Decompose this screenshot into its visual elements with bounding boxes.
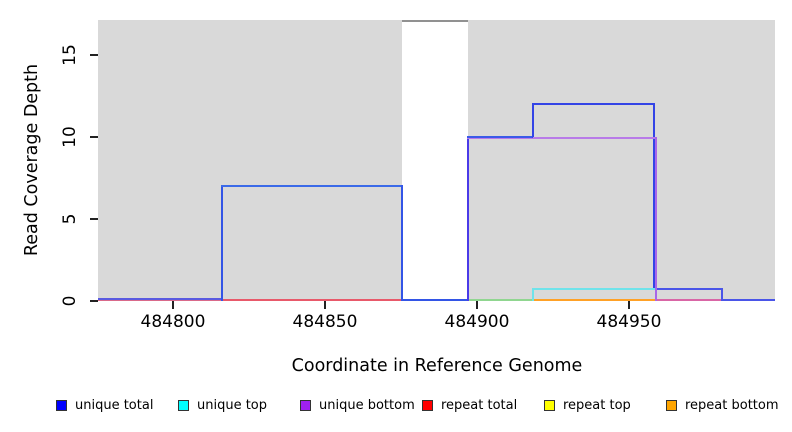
legend-item-unique-total: unique total — [56, 398, 178, 413]
plot-area — [98, 20, 775, 301]
legend-label: unique total — [75, 398, 154, 413]
y-tick-label: 15 — [60, 44, 80, 66]
y-tick-label: 5 — [60, 213, 80, 225]
line-unique-total-drop-2 — [721, 288, 723, 301]
x-tick-label: 484900 — [444, 312, 510, 332]
line-unique-total-level-2 — [655, 288, 722, 290]
x-tick-label: 484850 — [292, 312, 358, 332]
line-unique-total-rise-12 — [532, 103, 534, 138]
line-zero-blue-left — [98, 298, 222, 300]
y-tick-0 — [90, 300, 98, 302]
legend-label: unique bottom — [319, 398, 415, 413]
line-unique-top-rise-2 — [532, 288, 534, 301]
line-zero-red-fringe — [98, 300, 222, 301]
y-tick-5 — [90, 218, 98, 220]
repeat-bottom-swatch-icon — [666, 400, 677, 411]
x-tick-484800 — [172, 301, 174, 309]
gray-region-left — [98, 20, 402, 301]
legend-label: repeat top — [563, 398, 631, 413]
line-unique-total-level-12 — [532, 103, 655, 105]
legend-item-unique-top: unique top — [178, 398, 300, 413]
legend: unique total unique top unique bottom re… — [56, 398, 788, 413]
legend-label: unique top — [197, 398, 268, 413]
legend-item-unique-bottom: unique bottom — [300, 398, 422, 413]
y-axis-title: Read Coverage Depth — [22, 63, 42, 257]
line-repeat-total-zero — [222, 299, 402, 301]
line-unique-bottom-level-10 — [533, 137, 655, 139]
repeat-total-swatch-icon — [422, 400, 433, 411]
line-unique-bottom-under-10 — [467, 138, 533, 139]
line-unique-total-zero-right — [722, 299, 775, 301]
x-tick-484950 — [628, 301, 630, 309]
y-tick-label: 0 — [60, 295, 80, 307]
line-unique-total-level-10 — [467, 136, 533, 138]
legend-item-repeat-bottom: repeat bottom — [666, 398, 788, 413]
y-tick-10 — [90, 136, 98, 138]
legend-label: repeat total — [441, 398, 518, 413]
line-unique-total-rise-7 — [221, 185, 223, 301]
line-unique-total-level-7 — [221, 185, 402, 187]
unique-bottom-swatch-icon — [300, 400, 311, 411]
line-repeat-top-zero-blend — [468, 299, 533, 301]
legend-item-repeat-total: repeat total — [422, 398, 544, 413]
y-tick-15 — [90, 54, 98, 56]
legend-label: repeat bottom — [685, 398, 779, 413]
x-axis-title: Coordinate in Reference Genome — [291, 356, 583, 376]
line-unique-total-gap-zero — [402, 299, 468, 301]
line-unique-total-drop-12-to-2 — [653, 103, 655, 290]
legend-item-repeat-top: repeat top — [544, 398, 666, 413]
clipped-coverage-segment — [402, 20, 468, 22]
line-repeat-bottom-zero — [533, 299, 655, 301]
unique-total-swatch-icon — [56, 400, 67, 411]
line-unique-bottom-drop-10 — [655, 137, 657, 301]
x-tick-label: 484800 — [140, 312, 206, 332]
x-tick-484850 — [324, 301, 326, 309]
line-unique-total-rise-10 — [467, 136, 469, 301]
x-tick-484900 — [476, 301, 478, 309]
y-tick-label: 10 — [60, 126, 80, 148]
line-unique-top-level-2 — [532, 288, 655, 290]
x-tick-label: 484950 — [596, 312, 662, 332]
unique-top-swatch-icon — [178, 400, 189, 411]
gray-region-right — [468, 20, 775, 301]
line-zero-pink-blend — [655, 299, 722, 301]
repeat-top-swatch-icon — [544, 400, 555, 411]
line-unique-total-drop-7 — [401, 185, 403, 301]
